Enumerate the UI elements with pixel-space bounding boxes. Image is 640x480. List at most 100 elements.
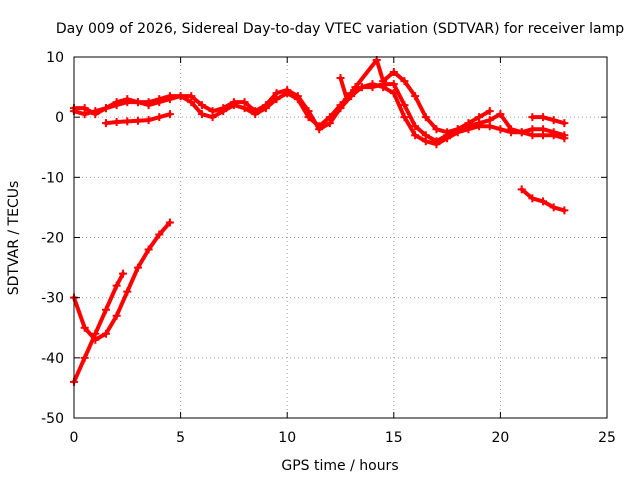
data-point — [219, 104, 228, 113]
data-point — [539, 113, 548, 122]
data-point — [549, 116, 558, 125]
x-tick-label: 25 — [598, 430, 616, 446]
data-point — [400, 77, 409, 86]
y-tick-label: -50 — [41, 411, 64, 427]
data-point — [432, 125, 441, 134]
y-tick-label: 0 — [55, 110, 64, 126]
data-point — [123, 287, 132, 296]
data-point — [197, 110, 206, 119]
data-point — [379, 77, 388, 86]
data-point — [197, 101, 206, 110]
data-point — [528, 194, 537, 203]
data-point — [112, 117, 121, 126]
data-point — [475, 113, 484, 122]
data-point — [229, 98, 238, 107]
data-point — [389, 68, 398, 77]
data-point — [421, 113, 430, 122]
data-point — [342, 95, 351, 104]
x-tick-label: 5 — [176, 430, 185, 446]
data-point — [251, 107, 260, 116]
data-point — [496, 125, 505, 134]
data-point — [91, 329, 100, 338]
data-point — [119, 269, 128, 278]
data-point — [240, 98, 249, 107]
data-point — [485, 107, 494, 116]
data-point — [560, 119, 569, 128]
data-point — [539, 197, 548, 206]
data-point — [133, 263, 142, 272]
series-upper-band-e — [528, 113, 569, 128]
data-point — [187, 92, 196, 101]
data-point — [421, 131, 430, 140]
data-point — [123, 95, 132, 104]
data-point — [400, 101, 409, 110]
x-tick-label: 20 — [491, 430, 509, 446]
x-tick-label: 10 — [278, 430, 296, 446]
data-point — [155, 113, 164, 122]
data-point — [133, 116, 142, 125]
data-point — [144, 116, 153, 125]
data-point — [272, 89, 281, 98]
data-point — [507, 125, 516, 134]
data-point — [112, 311, 121, 320]
y-tick-label: -10 — [41, 170, 64, 186]
data-point — [389, 80, 398, 89]
data-point — [315, 125, 324, 134]
data-point — [517, 185, 526, 194]
data-point — [293, 92, 302, 101]
data-point — [351, 83, 360, 92]
series-lower-curve-a — [70, 218, 174, 344]
data-point — [208, 107, 217, 116]
x-axis-label: GPS time / hours — [281, 458, 398, 474]
data-point — [80, 353, 89, 362]
data-point — [101, 305, 110, 314]
data-point — [368, 83, 377, 92]
series-right-descending — [517, 185, 569, 215]
y-tick-label: -40 — [41, 351, 64, 367]
x-tick-label: 0 — [70, 430, 79, 446]
data-point — [496, 110, 505, 119]
data-point — [155, 98, 164, 107]
data-point — [165, 95, 174, 104]
x-tick-label: 15 — [385, 430, 403, 446]
data-point — [443, 128, 452, 137]
series-upper-band-c — [101, 110, 174, 128]
y-tick-label: -20 — [41, 231, 64, 247]
data-point — [539, 131, 548, 140]
data-point — [549, 203, 558, 212]
data-point — [560, 134, 569, 143]
data-point — [336, 74, 345, 83]
series-line — [72, 271, 126, 384]
data-point — [133, 98, 142, 107]
data-point — [528, 113, 537, 122]
data-point — [91, 110, 100, 119]
data-point — [155, 230, 164, 239]
chart-title: Day 009 of 2026, Sidereal Day-to-day VTE… — [56, 21, 624, 37]
data-point — [101, 104, 110, 113]
data-point — [411, 131, 420, 140]
y-tick-label: 10 — [46, 50, 64, 66]
y-axis-label: SDTVAR / TECUs — [6, 181, 22, 296]
data-point — [411, 92, 420, 101]
data-point — [144, 101, 153, 110]
data-point — [411, 122, 420, 131]
data-point — [101, 119, 110, 128]
data-point — [325, 119, 334, 128]
y-tick-label: -30 — [41, 291, 64, 307]
data-point — [485, 116, 494, 125]
series-line — [72, 220, 172, 342]
data-point — [549, 131, 558, 140]
data-point — [176, 92, 185, 101]
data-point — [528, 131, 537, 140]
series-lower-curve-b — [70, 269, 128, 386]
data-point — [453, 125, 462, 134]
data-point — [283, 86, 292, 95]
data-point — [304, 107, 313, 116]
data-point — [144, 245, 153, 254]
data-point — [112, 281, 121, 290]
data-point — [123, 117, 132, 126]
x-ticks: 0 5 10 15 20 25 — [70, 57, 616, 446]
data-point — [80, 104, 89, 113]
data-point — [336, 104, 345, 113]
data-point — [464, 119, 473, 128]
